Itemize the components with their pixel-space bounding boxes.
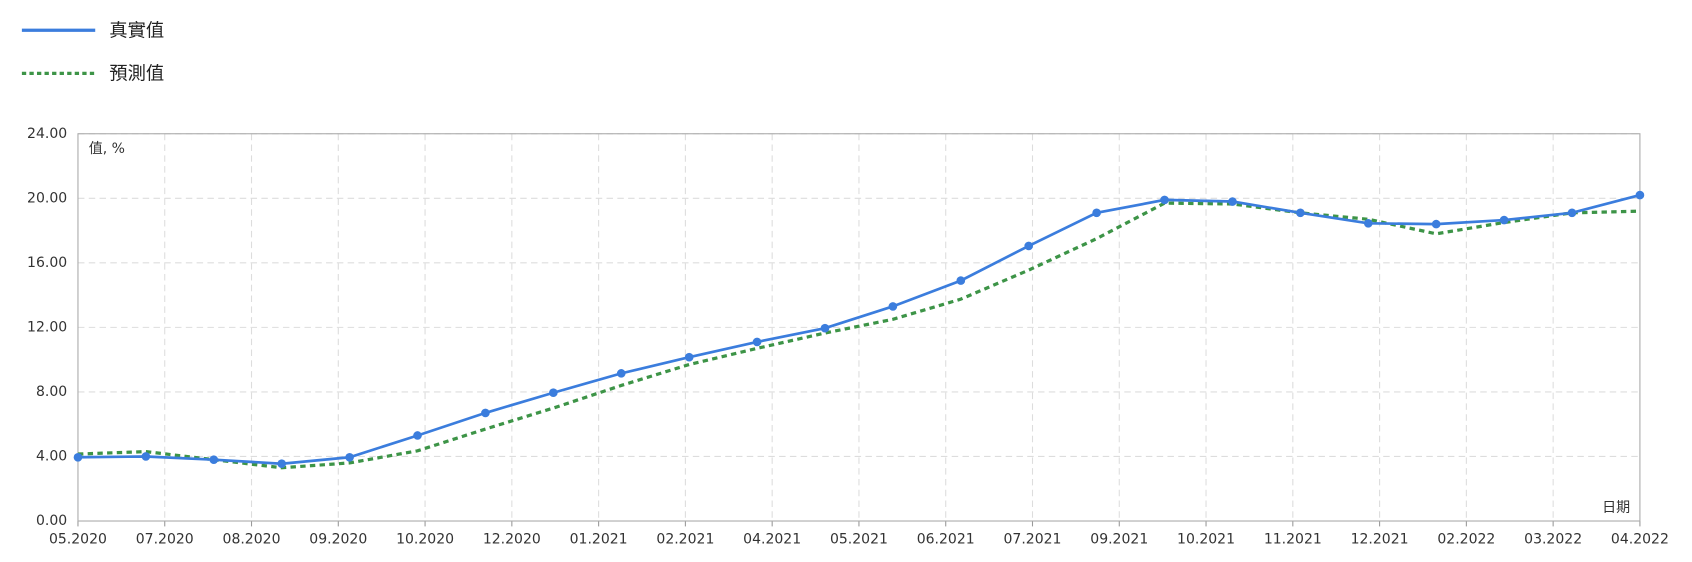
data-point (956, 276, 966, 285)
data-point (752, 337, 762, 347)
y-tick-label: 24.00 (27, 126, 67, 142)
x-tick-label: 04.2022 (1611, 531, 1669, 547)
x-tick-label: 10.2021 (1177, 531, 1235, 547)
x-tick-label: 10.2020 (396, 531, 454, 547)
y-tick-label: 12.00 (27, 319, 67, 335)
legend-label: 真實值 (109, 20, 164, 41)
data-point (1160, 195, 1169, 205)
data-point (1296, 208, 1305, 218)
x-tick-label: 04.2021 (743, 531, 801, 547)
x-tick-label: 09.2020 (309, 531, 367, 547)
data-point (141, 452, 151, 461)
x-tick-label: 03.2022 (1524, 531, 1582, 547)
x-tick-label: 05.2021 (830, 531, 888, 547)
data-point (820, 323, 830, 333)
x-tick-label: 09.2021 (1090, 531, 1148, 547)
y-tick-label: 4.00 (36, 448, 67, 464)
x-tick-label: 07.2020 (136, 531, 194, 547)
x-tick-label: 05.2020 (49, 531, 107, 547)
x-tick-label: 12.2021 (1351, 531, 1409, 547)
y-tick-label: 8.00 (36, 384, 67, 400)
data-point (1024, 241, 1034, 251)
series-line (77, 201, 1640, 470)
data-point (1363, 218, 1373, 228)
data-point (481, 408, 490, 418)
data-point (73, 452, 83, 462)
x-axis-label: 日期 (1602, 500, 1630, 516)
y-tick-label: 20.00 (27, 190, 67, 206)
y-tick-label: 0.00 (36, 513, 67, 529)
y-axis-label: 值, % (89, 141, 125, 157)
data-point (1499, 215, 1509, 225)
x-tick-label: 11.2021 (1264, 531, 1322, 547)
data-point (549, 388, 558, 398)
data-point (888, 302, 898, 311)
x-tick-label: 07.2021 (1004, 531, 1062, 547)
data-point (345, 452, 354, 462)
x-tick-label: 06.2021 (917, 531, 975, 547)
data-point (1431, 219, 1441, 229)
plot-frame (77, 133, 1641, 522)
x-tick-label: 01.2021 (570, 531, 628, 547)
x-tick-label: 02.2022 (1437, 531, 1495, 547)
x-tick-label: 02.2021 (656, 531, 714, 547)
legend-label: 預測值 (109, 63, 164, 84)
x-tick-label: 12.2020 (483, 531, 541, 547)
data-point (277, 459, 287, 469)
data-point (1092, 208, 1101, 218)
data-point (209, 455, 219, 465)
y-tick-label: 16.00 (27, 255, 67, 271)
data-point (616, 369, 626, 378)
data-point (684, 352, 694, 362)
data-point (1228, 197, 1237, 206)
data-point (1567, 208, 1577, 218)
x-tick-label: 08.2020 (223, 531, 281, 547)
data-point (413, 431, 422, 440)
series-line (77, 193, 1641, 466)
data-point (1635, 190, 1645, 200)
